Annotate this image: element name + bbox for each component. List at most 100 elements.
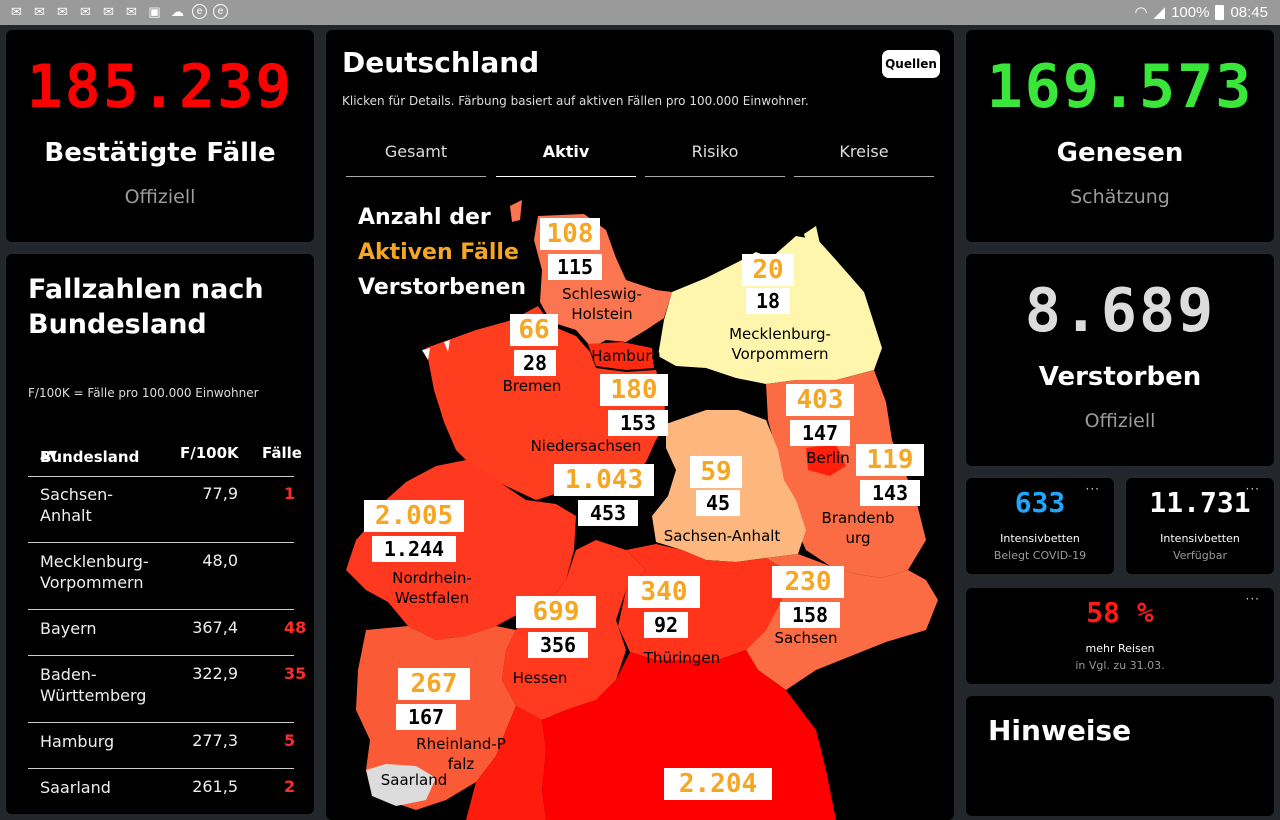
active-count-thueringen[interactable]: 340: [628, 576, 700, 608]
confirmed-value: 185.239: [26, 52, 294, 122]
mail-icon: ✉: [126, 4, 137, 19]
table-header: Bundesland ▲▼ F/100K Fälle: [28, 440, 302, 477]
confirmed-label: Bestätigte Fälle: [44, 138, 276, 168]
label-brandenburg: Brandenburg: [821, 509, 895, 547]
sort-icon: ▲▼: [40, 448, 57, 461]
region-baden-wuerttemberg[interactable]: [466, 706, 546, 820]
more-icon[interactable]: ···: [1245, 592, 1260, 606]
sources-button[interactable]: Quellen: [882, 50, 940, 78]
active-count-nordrhein-westfalen[interactable]: 2.005: [364, 500, 464, 532]
deaths-count-mecklenburg-vorpommern[interactable]: 18: [746, 288, 790, 314]
state-rate: 77,9: [202, 484, 238, 503]
active-count-bayern[interactable]: 2.204: [664, 768, 772, 800]
label-niedersachsen: Niedersachsen: [530, 437, 642, 455]
state-name: Hamburg: [40, 732, 115, 751]
deaths-count-niedersachsen[interactable]: 453: [578, 500, 638, 526]
map-legend: Anzahl der Aktiven Fälle Verstorbenen: [358, 200, 526, 305]
icu-free-line1: Intensivbetten: [1160, 532, 1240, 545]
table-row[interactable]: Hamburg 277,3 5: [28, 723, 296, 769]
deaths-count-berlin[interactable]: 147: [790, 420, 850, 446]
icu-covid-card: ··· 633 Intensivbetten Belegt COVID-19: [966, 478, 1114, 574]
label-sachsen-anhalt: Sachsen-Anhalt: [663, 527, 781, 545]
state-rate: 367,4: [192, 618, 238, 637]
state-name: Baden-Württemberg: [40, 665, 147, 705]
deaths-count-brandenburg[interactable]: 143: [860, 480, 920, 506]
state-cases: 48: [284, 618, 307, 637]
browser-icon: e: [192, 4, 207, 19]
region-hamburg[interactable]: [588, 342, 654, 370]
region-hessen[interactable]: [502, 540, 646, 720]
map-title: Deutschland: [342, 46, 540, 79]
mail-icon: ✉: [80, 4, 91, 19]
state-rate: 261,5: [192, 777, 238, 796]
deaths-count-bremen[interactable]: 28: [514, 350, 556, 376]
deaths-sub: Offiziell: [1084, 410, 1156, 432]
active-count-sachsen-anhalt[interactable]: 59: [690, 456, 742, 488]
deaths-count-sachsen[interactable]: 158: [780, 602, 840, 628]
region-niedersachsen[interactable]: [426, 306, 666, 500]
table-row[interactable]: Bayern 367,4 48: [28, 610, 306, 656]
region-islands: [510, 200, 522, 222]
travel-line2: in Vgl. zu 31.03.: [1075, 659, 1165, 672]
map-card: Deutschland Klicken für Details. Färbung…: [326, 30, 954, 820]
more-icon[interactable]: ···: [1085, 482, 1100, 496]
header-cases[interactable]: Fälle: [262, 444, 302, 462]
state-name: Sachsen-Anhalt: [40, 485, 113, 525]
state-rate: 277,3: [192, 731, 238, 750]
deaths-count-sachsen-anhalt[interactable]: 45: [696, 490, 740, 516]
active-count-sachsen[interactable]: 230: [772, 566, 844, 598]
recovered-card: 169.573 Genesen Schätzung: [966, 30, 1274, 242]
active-count-mecklenburg-vorpommern[interactable]: 20: [742, 254, 794, 286]
deaths-count-hessen[interactable]: 356: [528, 632, 588, 658]
active-count-bremen[interactable]: 66: [510, 314, 558, 346]
deaths-count-nordrhein-westfalen[interactable]: 1.244: [372, 536, 456, 562]
mail-icon: ✉: [103, 4, 114, 19]
travel-line1: mehr Reisen: [1085, 642, 1155, 655]
active-count-rheinland-pfalz[interactable]: 267: [398, 668, 470, 700]
state-rate: 322,9: [192, 664, 238, 683]
notes-title: Hinweise: [988, 714, 1132, 747]
deaths-count-thueringen[interactable]: 92: [644, 612, 688, 638]
deaths-count-schleswig-holstein[interactable]: 115: [548, 254, 602, 280]
deaths-count-rheinland-pfalz[interactable]: 167: [396, 704, 456, 730]
state-cases: 5: [284, 731, 296, 750]
signal-icon: ◢: [1153, 4, 1166, 21]
active-count-berlin[interactable]: 403: [786, 384, 854, 416]
table-title: Fallzahlen nach Bundesland: [28, 274, 264, 340]
label-thueringen: Thüringen: [643, 649, 721, 667]
tab-kreise[interactable]: Kreise: [794, 142, 934, 177]
deaths-label: Verstorben: [1038, 362, 1202, 392]
table-note: F/100K = Fälle pro 100.000 Einwohner: [28, 386, 259, 400]
mail-icon: ✉: [11, 4, 22, 19]
label-nordrhein-westfalen: Nordrhein-Westfalen: [392, 569, 472, 607]
active-count-hessen[interactable]: 699: [516, 596, 596, 628]
legend-line-deaths: Verstorbenen: [358, 275, 527, 300]
legend-line-active: Aktiven Fälle: [358, 240, 519, 265]
state-name: Mecklenburg-Vorpommern: [40, 552, 149, 592]
active-count-hamburg[interactable]: 180: [600, 374, 668, 406]
mail-icon: ✉: [57, 4, 68, 19]
cloud-icon: ☁: [171, 4, 184, 19]
region-berlin[interactable]: [806, 444, 846, 476]
active-count-schleswig-holstein[interactable]: 108: [540, 218, 600, 250]
more-icon[interactable]: ···: [1245, 482, 1260, 496]
region-saarland[interactable]: [366, 764, 436, 806]
region-islands: [804, 226, 820, 248]
state-table-card: Fallzahlen nach Bundesland F/100K = Fäll…: [6, 254, 314, 814]
tab-risiko[interactable]: Risiko: [645, 142, 785, 177]
table-row[interactable]: Mecklenburg-Vorpommern 48,0: [28, 543, 294, 610]
tab-aktiv[interactable]: Aktiv: [496, 142, 636, 177]
active-count-brandenburg[interactable]: 119: [856, 444, 924, 476]
active-count-niedersachsen[interactable]: 1.043: [554, 464, 654, 496]
table-row[interactable]: Saarland 261,5 2: [28, 769, 295, 814]
table-row[interactable]: Sachsen-Anhalt 77,9 1: [28, 476, 295, 543]
deaths-count-hamburg[interactable]: 153: [608, 410, 668, 436]
table-row[interactable]: Baden-Württemberg 322,9 35: [28, 656, 306, 723]
label-hessen: Hessen: [512, 669, 568, 687]
tab-gesamt[interactable]: Gesamt: [346, 142, 486, 177]
icu-free-value: 11.731: [1149, 486, 1251, 519]
confirmed-card: 185.239 Bestätigte Fälle Offiziell: [6, 30, 314, 242]
notification-icons: ✉ ✉ ✉ ✉ ✉ ✉ ▣ ☁ e e: [8, 4, 228, 19]
recovered-label: Genesen: [1056, 138, 1184, 168]
header-rate[interactable]: F/100K: [180, 444, 239, 462]
